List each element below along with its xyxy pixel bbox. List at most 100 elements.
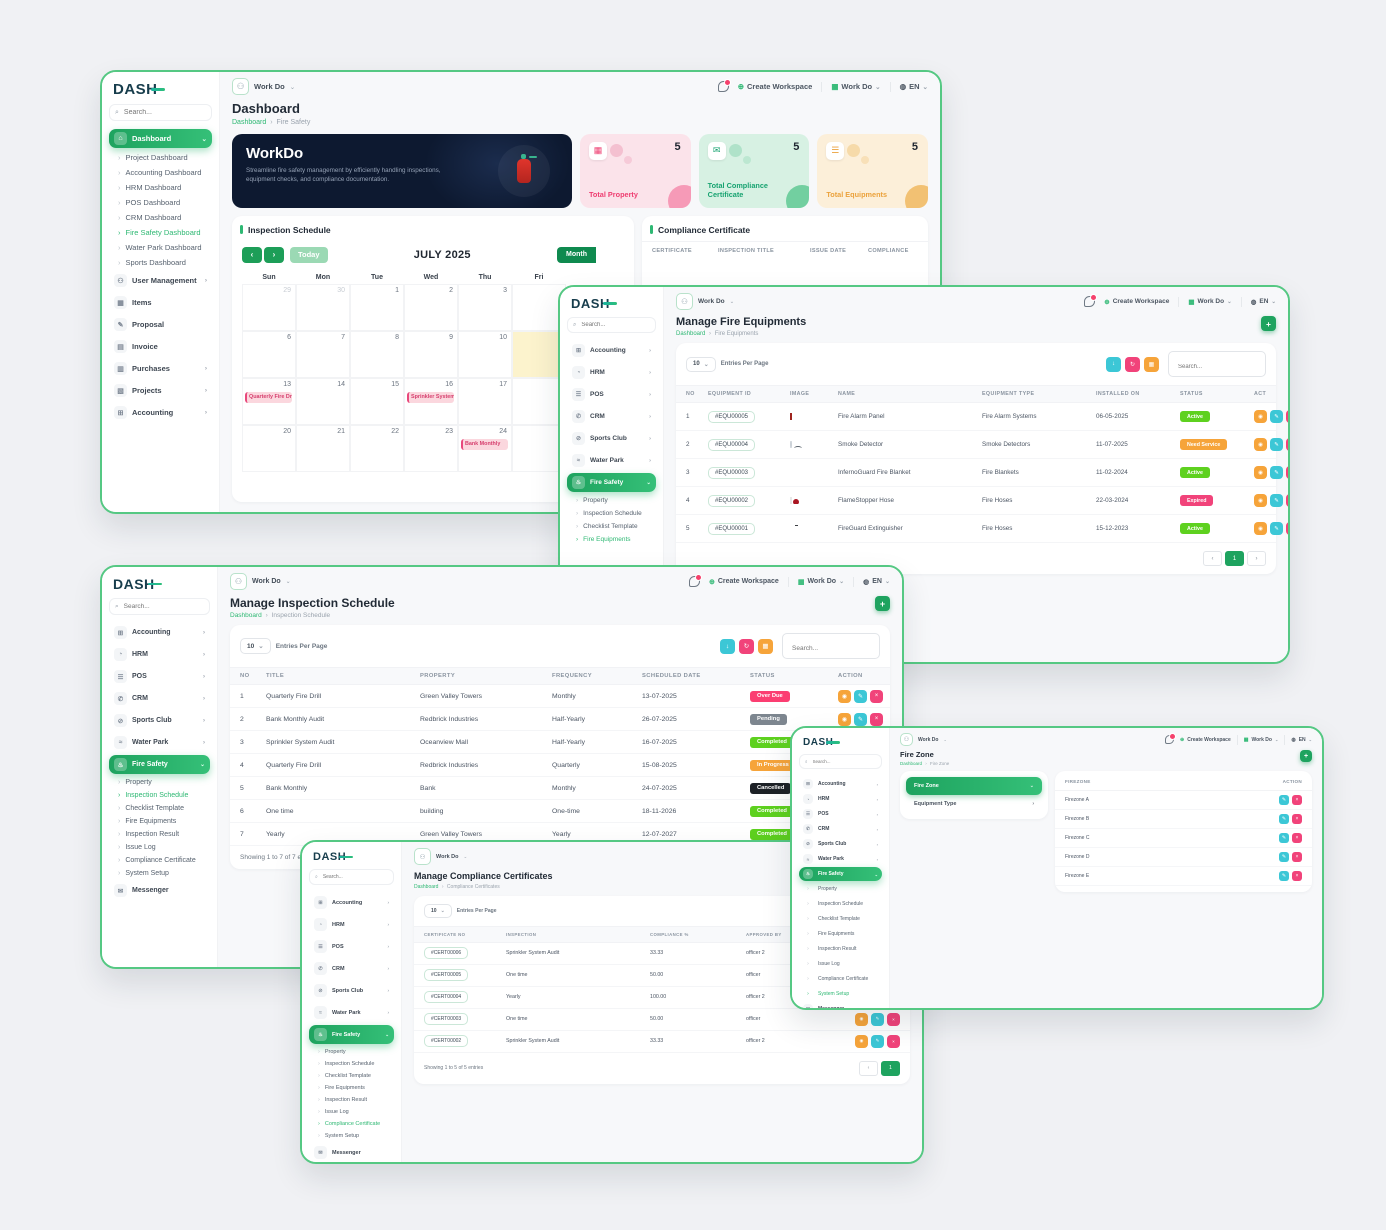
- search-input[interactable]: [810, 758, 876, 765]
- delete-button[interactable]: ×: [1286, 466, 1288, 480]
- sidebar-item[interactable]: › Compliance Certificate: [799, 972, 882, 986]
- sidebar-item[interactable]: ✆ CRM ›: [567, 407, 656, 426]
- search-input[interactable]: [579, 321, 650, 329]
- calendar-view-month-button[interactable]: Month: [557, 246, 596, 263]
- create-workspace-button[interactable]: ⊕Create Workspace: [708, 578, 779, 586]
- reset-button[interactable]: ↻: [1125, 356, 1140, 372]
- sidebar-item[interactable]: ✉ Messenger: [799, 1002, 882, 1008]
- certificate-no[interactable]: #CERT00006: [424, 947, 469, 960]
- sidebar-search[interactable]: ⌕: [109, 598, 210, 615]
- delete-button[interactable]: ×: [1286, 438, 1288, 452]
- add-firezone-button[interactable]: +: [1300, 750, 1312, 762]
- certificate-no[interactable]: #CERT00005: [424, 969, 469, 982]
- workspace-switcher[interactable]: ▦ Work Do ⌄: [1188, 298, 1232, 306]
- sidebar-item[interactable]: › Project Dashboard: [109, 151, 212, 164]
- sidebar-item[interactable]: › Issue Log: [799, 957, 882, 971]
- search-input[interactable]: [121, 602, 204, 611]
- entries-select[interactable]: 10 ⌄: [686, 356, 716, 372]
- view-button[interactable]: ◉: [1254, 466, 1267, 480]
- delete-button[interactable]: ×: [1292, 795, 1302, 805]
- delete-button[interactable]: ×: [1292, 814, 1302, 824]
- page-next[interactable]: ›: [1247, 551, 1266, 567]
- delete-button[interactable]: ×: [870, 689, 883, 703]
- sidebar-item[interactable]: › Fire Equipments: [567, 534, 656, 545]
- sidebar-item[interactable]: ♨ Fire Safety ⌄: [567, 473, 656, 492]
- equipment-id[interactable]: #EQU00003: [708, 466, 756, 479]
- sidebar-item[interactable]: › Property: [799, 882, 882, 896]
- sidebar-item[interactable]: ⊞ Accounting ›: [309, 893, 394, 912]
- sidebar-item[interactable]: › System Setup: [309, 1131, 394, 1141]
- sidebar-item[interactable]: ✆ CRM ›: [109, 689, 210, 708]
- sidebar-item[interactable]: ▦ Items: [109, 293, 212, 312]
- sidebar-item[interactable]: ☰ POS ›: [567, 385, 656, 404]
- sidebar-item[interactable]: ◔ HRM ›: [309, 915, 394, 934]
- equipment-id[interactable]: #EQU00002: [708, 494, 756, 507]
- edit-button[interactable]: ✎: [854, 712, 867, 726]
- edit-button[interactable]: ✎: [1270, 466, 1283, 480]
- workspace-avatar[interactable]: ⚇: [676, 293, 693, 310]
- sidebar-item[interactable]: ⊘ Sports Club ›: [567, 429, 656, 448]
- sidebar-item[interactable]: › Inspection Result: [109, 829, 210, 840]
- edit-button[interactable]: ✎: [1279, 871, 1289, 881]
- notifications-icon[interactable]: [1084, 294, 1098, 307]
- workspace-switcher[interactable]: ▦ Work Do ⌄: [831, 82, 881, 91]
- sidebar-item[interactable]: ♨ Fire Safety ⌄: [309, 1025, 394, 1044]
- sidebar-item[interactable]: › System Setup: [109, 868, 210, 879]
- equipment-id[interactable]: #EQU00005: [708, 410, 756, 423]
- sidebar-item[interactable]: › Water Park Dashboard: [109, 241, 212, 254]
- export-button[interactable]: ↓: [720, 638, 735, 654]
- sidebar-item[interactable]: › Fire Equipments: [799, 927, 882, 941]
- entries-select[interactable]: 10 ⌄: [240, 638, 271, 655]
- sidebar-item[interactable]: › Inspection Result: [799, 942, 882, 956]
- sidebar-item[interactable]: › Checklist Template: [109, 803, 210, 814]
- sidebar-item[interactable]: › Checklist Template: [309, 1071, 394, 1081]
- table-search-input[interactable]: [1176, 363, 1258, 372]
- sidebar-search[interactable]: ⌕: [309, 869, 394, 885]
- reset-button[interactable]: ↻: [739, 638, 754, 654]
- edit-button[interactable]: ✎: [1270, 410, 1283, 424]
- view-button[interactable]: ◉: [1254, 438, 1267, 452]
- copy-button[interactable]: ▦: [1144, 356, 1159, 372]
- create-workspace-button[interactable]: ⊕Create Workspace: [1180, 736, 1231, 743]
- sidebar-item[interactable]: › Sports Dashboard: [109, 256, 212, 269]
- workspace-avatar[interactable]: ⚇: [230, 573, 247, 590]
- notifications-icon[interactable]: [1165, 733, 1176, 744]
- workspace-avatar[interactable]: ⚇: [414, 848, 431, 865]
- sidebar-item[interactable]: › Issue Log: [109, 842, 210, 853]
- view-button[interactable]: ◉: [1254, 522, 1267, 536]
- sidebar-item[interactable]: › System Setup: [799, 987, 882, 1001]
- language-switcher[interactable]: ◍ EN ⌄: [899, 82, 928, 91]
- create-workspace-button[interactable]: ⊕Create Workspace: [1104, 298, 1170, 306]
- workspace-avatar[interactable]: ⚇: [900, 733, 913, 746]
- notifications-icon[interactable]: [717, 79, 731, 92]
- sidebar-item[interactable]: › HRM Dashboard: [109, 181, 212, 194]
- sidebar-item[interactable]: ✉ Messenger: [309, 1143, 394, 1162]
- sidebar-item[interactable]: › Inspection Schedule: [799, 897, 882, 911]
- edit-button[interactable]: ✎: [1279, 795, 1289, 805]
- sidebar-item[interactable]: › Inspection Schedule: [309, 1059, 394, 1069]
- view-button[interactable]: ◉: [855, 1034, 868, 1048]
- search-input[interactable]: [121, 108, 206, 117]
- sidebar-item[interactable]: ◔ HRM ›: [799, 792, 882, 806]
- sidebar-item[interactable]: ✉ Messenger: [109, 881, 210, 900]
- sidebar-item[interactable]: › Checklist Template: [567, 521, 656, 532]
- menu-item-fire-zone[interactable]: Fire Zone ⌄: [906, 777, 1042, 795]
- view-button[interactable]: ◉: [855, 1012, 868, 1026]
- calendar-next-button[interactable]: ›: [264, 246, 284, 263]
- sidebar-item[interactable]: ≈ Water Park ›: [799, 852, 882, 866]
- edit-button[interactable]: ✎: [1270, 438, 1283, 452]
- sidebar-item[interactable]: ✆ CRM ›: [309, 959, 394, 978]
- sidebar-item[interactable]: › Fire Equipments: [309, 1083, 394, 1093]
- delete-button[interactable]: ×: [1292, 852, 1302, 862]
- edit-button[interactable]: ✎: [871, 1012, 884, 1026]
- edit-button[interactable]: ✎: [1279, 814, 1289, 824]
- sidebar-item[interactable]: ⊞ Accounting ›: [567, 341, 656, 360]
- view-button[interactable]: ◉: [1254, 494, 1267, 508]
- equipment-id[interactable]: #EQU00004: [708, 438, 756, 451]
- sidebar-item[interactable]: › POS Dashboard: [109, 196, 212, 209]
- search-input[interactable]: [320, 873, 388, 881]
- delete-button[interactable]: ×: [887, 1012, 900, 1026]
- delete-button[interactable]: ×: [1292, 871, 1302, 881]
- calendar-event[interactable]: Bank Monthly: [461, 438, 508, 450]
- sidebar-item[interactable]: ⚇ User Management ›: [109, 271, 212, 290]
